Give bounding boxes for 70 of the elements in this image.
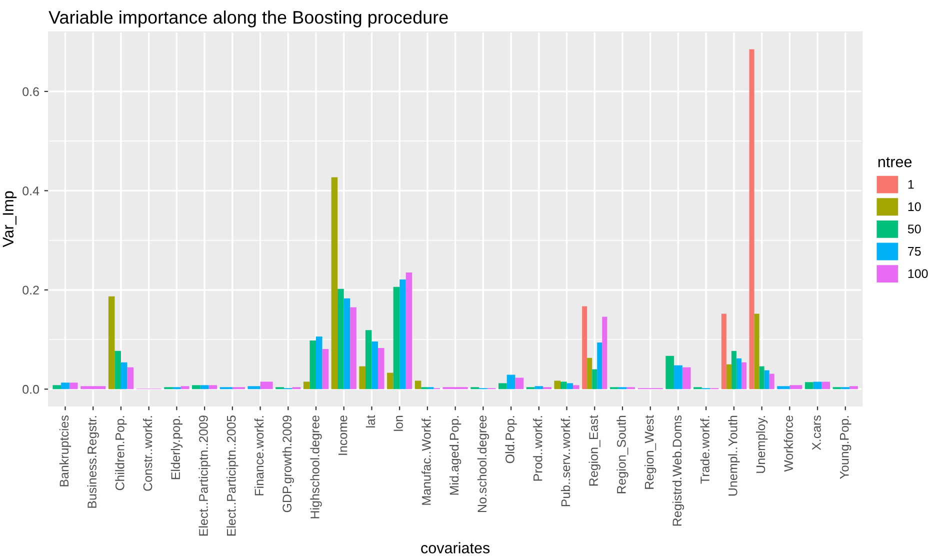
bar <box>749 49 754 390</box>
bar <box>674 365 682 390</box>
y-tick-label: 0.0 <box>22 384 39 394</box>
chart-title: Variable importance along the Boosting procedure <box>48 10 448 28</box>
x-tick-label: Finance.workf. <box>254 416 264 496</box>
x-tick-label: Income <box>338 416 348 455</box>
bar <box>813 382 822 390</box>
bar <box>515 378 524 390</box>
x-tick-label: Mid.aged.Pop. <box>449 416 462 495</box>
x-tick-label: Trade.workf. <box>700 416 710 484</box>
x-tick-label: Manufac..Workf. <box>422 416 431 505</box>
x-tick-label: Prod..workf. <box>533 416 542 481</box>
y-tick-label: 0.2 <box>22 286 39 295</box>
x-tick-label: Highschool.degree <box>310 416 322 518</box>
bar <box>506 374 516 390</box>
x-tick-label: Region_East <box>588 415 600 486</box>
bar <box>180 386 190 390</box>
legend-label: 50 <box>908 224 921 234</box>
legend-label: 75 <box>908 247 921 256</box>
x-tick-label: Region_South <box>616 416 628 494</box>
bar <box>331 177 338 390</box>
bar <box>721 314 726 390</box>
x-tick-label: Business.Regstr. <box>87 416 99 508</box>
legend-title: ntree <box>878 157 912 168</box>
bar <box>804 382 814 390</box>
bar <box>208 385 218 390</box>
x-tick-label: Region_West <box>644 415 656 489</box>
x-tick-label: No.school.degree <box>477 416 489 512</box>
y-axis-title: Var_Imp <box>2 191 17 248</box>
x-tick-label: Old.Pop. <box>505 416 517 464</box>
bar <box>192 385 200 390</box>
x-axis-title: covariates <box>421 542 490 554</box>
legend-label: 1 <box>908 180 914 189</box>
bar <box>498 383 507 390</box>
x-tick-label: Workforce <box>784 416 794 472</box>
bar <box>534 386 544 390</box>
bar <box>822 382 830 390</box>
x-tick-label: Elect..Participtn..2005 <box>226 416 238 536</box>
x-tick-label: X.cars <box>812 415 821 450</box>
x-tick-label: Elect..Participtn..2009 <box>198 416 210 536</box>
x-tick-label: GDP.growth.2009 <box>282 416 294 512</box>
x-tick-label: Unempl..Youth <box>728 416 740 496</box>
bar <box>61 382 70 390</box>
bar <box>682 367 691 390</box>
bar <box>387 372 394 390</box>
bar <box>108 296 115 390</box>
x-tick-label: Young.Pop. <box>840 416 852 479</box>
bar <box>69 382 78 390</box>
bar <box>52 385 62 390</box>
bar <box>200 385 209 390</box>
bar <box>582 306 588 390</box>
x-tick-label: Registrd.Web.Doms <box>672 415 684 526</box>
x-tick-label: Unemploy. <box>756 416 768 473</box>
x-tick-label: Pub..serv..workf. <box>560 416 570 506</box>
bar <box>554 380 560 390</box>
bar <box>850 386 858 390</box>
y-tick-label: 0.4 <box>22 186 40 196</box>
legend-label: 10 <box>908 202 921 212</box>
bar <box>303 382 310 390</box>
x-tick-label: Elderly.pop. <box>170 416 183 480</box>
x-tick-label: Bankruptcies <box>59 415 72 486</box>
y-tick-label: 0.6 <box>22 87 39 96</box>
x-tick-label: Children.Pop. <box>115 416 127 490</box>
bar <box>359 366 366 390</box>
bar <box>666 356 674 390</box>
bar <box>414 380 422 390</box>
x-tick-label: Constr..workf. <box>142 416 152 491</box>
x-tick-label: lat <box>366 415 376 428</box>
legend-label: 100 <box>908 269 928 278</box>
x-tick-label: lon <box>394 416 403 431</box>
